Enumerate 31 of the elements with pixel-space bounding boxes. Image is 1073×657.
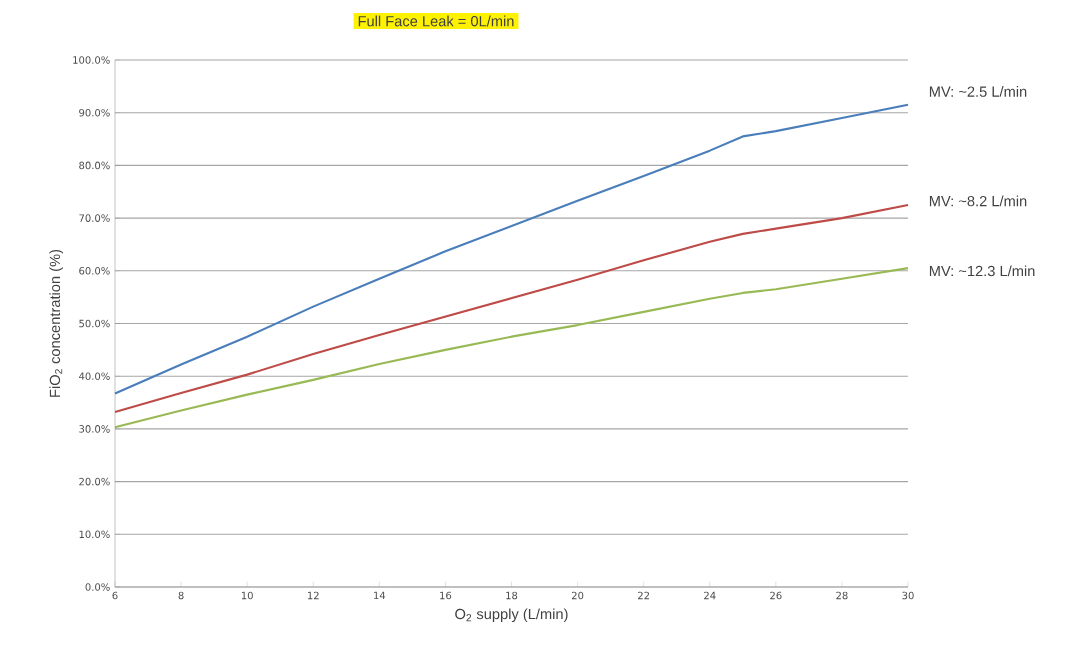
x-tick-label: 12 xyxy=(308,591,319,600)
x-tick-label: 6 xyxy=(112,591,118,600)
y-tick-label: 10.0% xyxy=(79,530,110,539)
x-tick-label: 16 xyxy=(440,591,452,600)
y-tick-label: 50.0% xyxy=(79,319,110,328)
x-tick-label: 28 xyxy=(836,591,848,600)
chart-title: Full Face Leak = 0L/min xyxy=(358,15,514,27)
x-tick-label: 30 xyxy=(902,591,914,600)
y-tick-label: 90.0% xyxy=(79,108,110,117)
y-tick-label: 80.0% xyxy=(79,161,110,170)
line-series xyxy=(113,267,910,429)
y-tick-label: 100.0% xyxy=(73,56,110,64)
x-tick-label: 18 xyxy=(506,591,518,600)
series-label: MV: ~12.3 L/min xyxy=(929,265,1035,277)
x-tick-label: 26 xyxy=(770,591,782,600)
x-tick-label: 20 xyxy=(571,591,584,600)
x-tick-label: 14 xyxy=(374,591,386,599)
y-tick-label: 70.0% xyxy=(79,214,110,222)
y-tick-label: 30.0% xyxy=(79,425,110,433)
y-tick-label: 40.0% xyxy=(79,372,110,380)
x-tick-label: 8 xyxy=(178,591,184,600)
series-label: MV: ~2.5 L/min xyxy=(929,86,1027,97)
y-tick-label: 20.0% xyxy=(79,477,110,486)
x-tick-label: 10 xyxy=(241,591,253,600)
x-tick-label: 22 xyxy=(638,591,650,600)
series-label: MV: ~8.2 L/min xyxy=(929,195,1027,207)
y-tick-label: 60.0% xyxy=(79,267,110,275)
x-tick-label: 24 xyxy=(704,591,716,600)
y-tick-label: 0.0% xyxy=(85,583,110,591)
x-axis-title: O$_{2}$ supply (L/min) xyxy=(455,608,568,623)
y-axis-title: FiO$_{2}$ concentration (%) xyxy=(49,249,63,397)
